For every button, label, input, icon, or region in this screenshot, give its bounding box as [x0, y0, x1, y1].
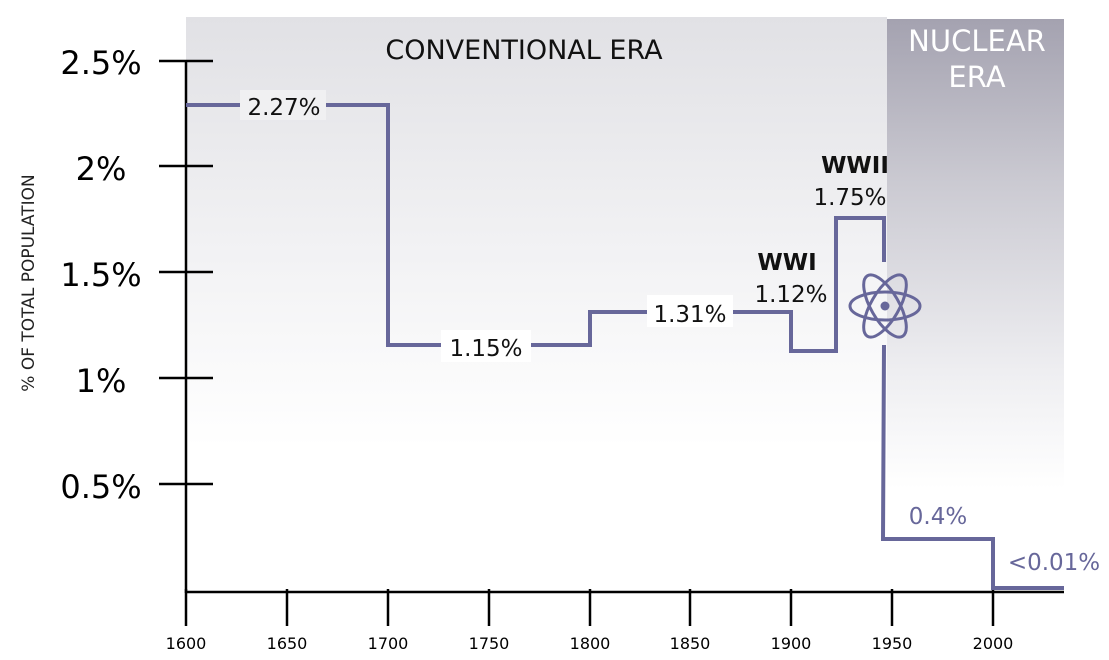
nuclear-era-label-line1: NUCLEAR — [908, 24, 1046, 58]
label-bg — [240, 90, 326, 120]
x-tick-labels: 1600 1650 1700 1750 1800 1850 1900 1950 … — [166, 634, 1014, 653]
value-label-nuclear: 0.4% — [909, 504, 967, 530]
xtick-label: 1700 — [368, 634, 409, 653]
y-axis-title: % OF TOTAL POPULATION — [19, 174, 39, 391]
value-label-1600: 2.27% — [247, 95, 320, 121]
y-tick-labels: 2.5% 2% 1.5% 1% 0.5% — [60, 44, 141, 506]
step-series — [186, 103, 1064, 590]
xtick-label: 2000 — [973, 634, 1014, 653]
ytick-label: 2.5% — [60, 44, 141, 82]
xtick-label: 1750 — [469, 634, 510, 653]
label-bg — [647, 295, 733, 327]
xtick-label: 1850 — [670, 634, 711, 653]
conventional-era-region — [186, 17, 887, 447]
value-label-post2000: <0.01% — [1008, 550, 1100, 576]
xtick-label: 1600 — [166, 634, 207, 653]
xtick-label: 1650 — [267, 634, 308, 653]
xtick-label: 1800 — [570, 634, 611, 653]
wwii-label: WWII — [821, 153, 889, 179]
conventional-era-label: CONVENTIONAL ERA — [385, 35, 663, 66]
value-label-wwii: 1.75% — [813, 185, 886, 211]
xtick-label: 1900 — [771, 634, 812, 653]
value-label-1700: 1.15% — [449, 336, 522, 362]
value-label-1800: 1.31% — [653, 302, 726, 328]
nuclear-era-label-line2: ERA — [948, 60, 1005, 94]
label-bg — [441, 330, 531, 362]
x-ticks — [184, 589, 995, 626]
ytick-label: 0.5% — [60, 468, 141, 506]
ytick-label: 2% — [76, 150, 127, 188]
ytick-label: 1.5% — [60, 256, 141, 294]
xtick-label: 1950 — [872, 634, 913, 653]
y-ticks — [159, 59, 213, 486]
wwi-label: WWI — [757, 250, 816, 276]
value-label-wwi: 1.12% — [754, 282, 827, 308]
ytick-label: 1% — [76, 362, 127, 400]
atom-icon — [848, 273, 922, 339]
nuclear-era-region — [887, 19, 1064, 489]
